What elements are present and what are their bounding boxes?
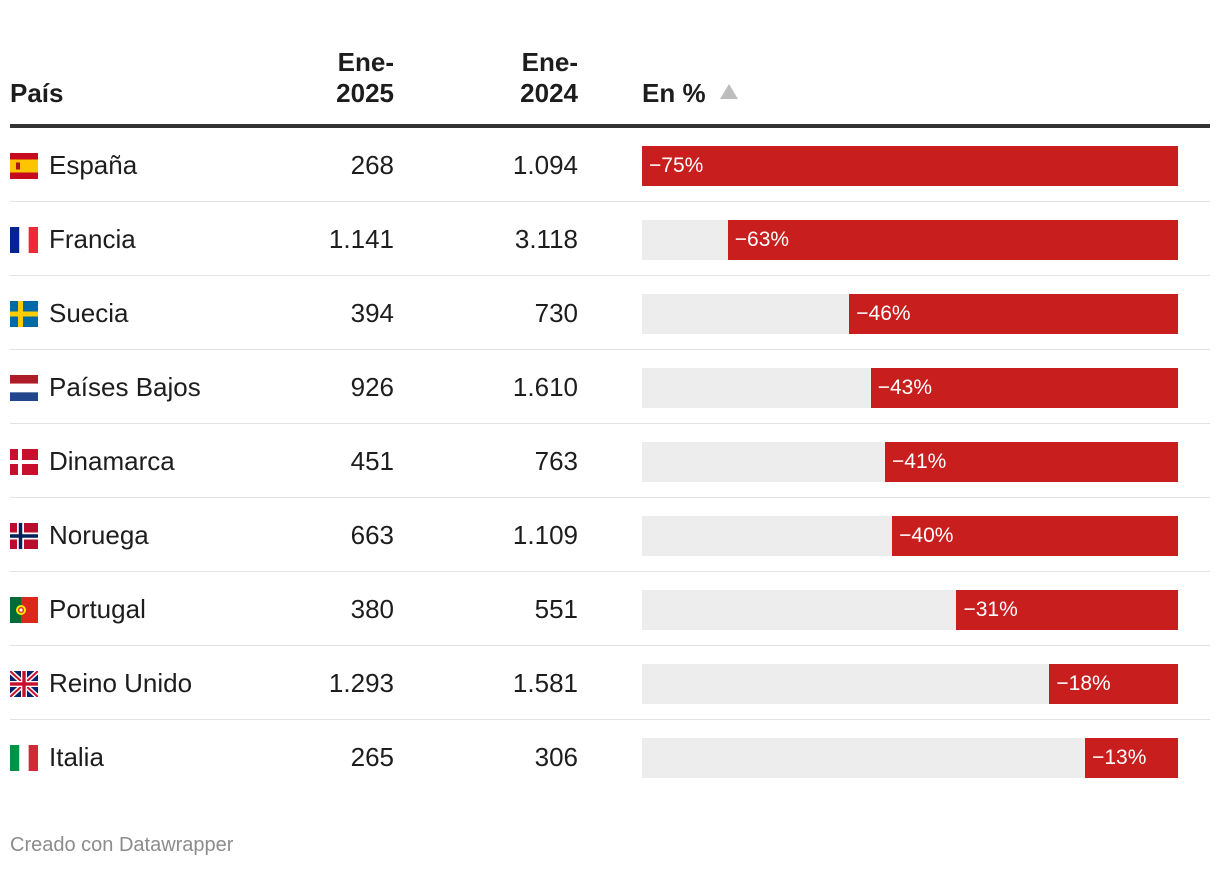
table-row: Noruega 663 1.109 −40%	[10, 498, 1210, 572]
italy-flag-icon	[10, 745, 38, 771]
column-header-country[interactable]: País	[10, 78, 64, 108]
change-bar: −63%	[727, 220, 1178, 260]
bar-track: −63%	[642, 220, 1178, 260]
sweden-flag-icon	[10, 301, 38, 327]
change-label: −43%	[877, 376, 932, 399]
bar-track: −18%	[642, 664, 1178, 704]
france-flag-icon	[10, 227, 38, 253]
country-name: Suecia	[49, 298, 129, 328]
table-header: País Ene- 2025 Ene- 2024 En %	[10, 0, 1210, 128]
column-header-jan-2024-line2: 2024	[520, 78, 578, 108]
bar-track: −46%	[642, 294, 1178, 334]
bar-track: −31%	[642, 590, 1178, 630]
change-label: −75%	[649, 154, 704, 177]
value-jan-2024: 1.610	[512, 372, 578, 402]
table-row: Países Bajos 926 1.610 −43%	[10, 350, 1210, 424]
table-row: Italia 265 306 −13%	[10, 720, 1210, 794]
sort-ascending-icon[interactable]	[719, 84, 738, 99]
value-jan-2024: 730	[534, 298, 578, 328]
value-jan-2024: 763	[534, 446, 578, 476]
value-jan-2025: 1.293	[328, 668, 394, 698]
value-jan-2024: 551	[534, 594, 578, 624]
change-bar: −41%	[885, 442, 1178, 482]
netherlands-flag-icon	[10, 375, 38, 401]
table-row: Portugal 380 551 −31%	[10, 572, 1210, 646]
change-label: −40%	[899, 524, 954, 547]
change-label: −31%	[963, 598, 1018, 621]
value-jan-2024: 1.109	[512, 520, 578, 550]
change-bar: −13%	[1085, 738, 1178, 778]
value-jan-2025: 380	[350, 594, 394, 624]
value-jan-2025: 1.141	[328, 224, 394, 254]
country-name: Italia	[49, 742, 104, 772]
column-header-percent[interactable]: En %	[642, 78, 738, 109]
value-jan-2025: 451	[350, 446, 394, 476]
table-row: Dinamarca 451 763 −41%	[10, 424, 1210, 498]
value-jan-2025: 268	[350, 150, 394, 180]
bar-track: −41%	[642, 442, 1178, 482]
change-label: −46%	[856, 302, 911, 325]
column-header-percent-label: En %	[642, 78, 706, 108]
data-table: País Ene- 2025 Ene- 2024 En % España 268 1…	[10, 0, 1210, 794]
table-row: Suecia 394 730 −46%	[10, 276, 1210, 350]
value-jan-2024: 1.094	[512, 150, 578, 180]
norway-flag-icon	[10, 523, 38, 549]
value-jan-2025: 926	[350, 372, 394, 402]
column-header-jan-2024-line1: Ene-	[521, 47, 578, 77]
denmark-flag-icon	[10, 449, 38, 475]
value-jan-2024: 1.581	[512, 668, 578, 698]
table-body: España 268 1.094 −75% Francia 1.141 3.118 −63% S…	[10, 128, 1210, 794]
table-row: Francia 1.141 3.118 −63%	[10, 202, 1210, 276]
country-name: Dinamarca	[49, 446, 175, 476]
table-row: Reino Unido 1.293 1.581 −18%	[10, 646, 1210, 720]
column-header-jan-2025-line2: 2025	[336, 78, 394, 108]
value-jan-2024: 306	[534, 742, 578, 772]
change-bar: −75%	[642, 146, 1178, 186]
bar-track: −43%	[642, 368, 1178, 408]
column-header-jan-2025-line1: Ene-	[337, 47, 394, 77]
country-name: Portugal	[49, 594, 146, 624]
footer-credit[interactable]: Creado con Datawrapper	[10, 834, 234, 856]
portugal-flag-icon	[10, 597, 38, 623]
change-bar: −31%	[956, 590, 1178, 630]
country-name: Países Bajos	[49, 372, 201, 402]
country-name: España	[49, 150, 138, 180]
spain-flag-icon	[10, 153, 38, 179]
value-jan-2025: 265	[350, 742, 394, 772]
bar-track: −75%	[642, 146, 1178, 186]
change-bar: −43%	[870, 368, 1178, 408]
table-row: España 268 1.094 −75%	[10, 128, 1210, 202]
country-name: Francia	[49, 224, 136, 254]
value-jan-2025: 394	[350, 298, 394, 328]
column-header-jan-2025[interactable]: Ene- 2025	[270, 47, 394, 109]
change-label: −63%	[734, 228, 790, 251]
country-name: Reino Unido	[49, 668, 193, 698]
value-jan-2025: 663	[350, 520, 394, 550]
bar-track: −40%	[642, 516, 1178, 556]
value-jan-2024: 3.118	[514, 224, 578, 254]
change-bar: −18%	[1049, 664, 1178, 704]
change-label: −41%	[892, 450, 947, 473]
column-header-jan-2024[interactable]: Ene- 2024	[454, 47, 578, 109]
change-label: −18%	[1056, 672, 1111, 695]
uk-flag-icon	[10, 671, 38, 697]
change-label: −13%	[1092, 746, 1147, 769]
change-bar: −46%	[849, 294, 1178, 334]
change-bar: −40%	[892, 516, 1178, 556]
bar-track: −13%	[642, 738, 1178, 778]
country-name: Noruega	[49, 520, 149, 550]
